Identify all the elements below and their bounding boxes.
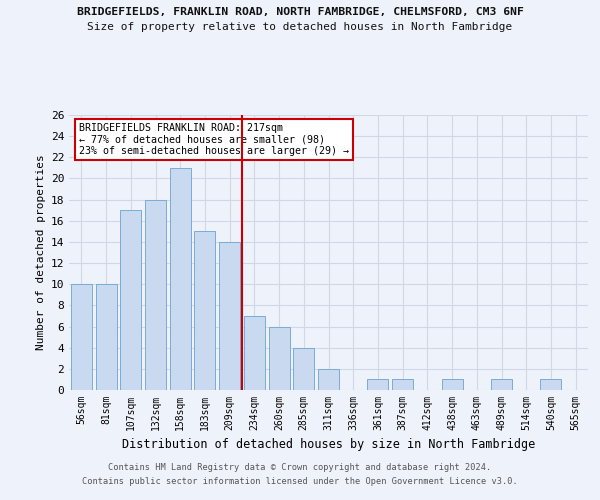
Bar <box>442 380 463 390</box>
Bar <box>318 369 339 390</box>
X-axis label: Distribution of detached houses by size in North Fambridge: Distribution of detached houses by size … <box>122 438 535 452</box>
Bar <box>170 168 191 390</box>
Text: Contains public sector information licensed under the Open Government Licence v3: Contains public sector information licen… <box>82 477 518 486</box>
Bar <box>269 326 290 390</box>
Bar <box>392 380 413 390</box>
Y-axis label: Number of detached properties: Number of detached properties <box>37 154 46 350</box>
Bar <box>293 348 314 390</box>
Text: Contains HM Land Registry data © Crown copyright and database right 2024.: Contains HM Land Registry data © Crown c… <box>109 464 491 472</box>
Bar <box>71 284 92 390</box>
Bar <box>120 210 141 390</box>
Text: BRIDGEFIELDS, FRANKLIN ROAD, NORTH FAMBRIDGE, CHELMSFORD, CM3 6NF: BRIDGEFIELDS, FRANKLIN ROAD, NORTH FAMBR… <box>77 8 523 18</box>
Bar <box>95 284 116 390</box>
Bar <box>219 242 240 390</box>
Bar <box>145 200 166 390</box>
Bar <box>194 232 215 390</box>
Bar <box>367 380 388 390</box>
Text: BRIDGEFIELDS FRANKLIN ROAD: 217sqm
← 77% of detached houses are smaller (98)
23%: BRIDGEFIELDS FRANKLIN ROAD: 217sqm ← 77%… <box>79 123 349 156</box>
Bar <box>541 380 562 390</box>
Text: Size of property relative to detached houses in North Fambridge: Size of property relative to detached ho… <box>88 22 512 32</box>
Bar <box>244 316 265 390</box>
Bar <box>491 380 512 390</box>
